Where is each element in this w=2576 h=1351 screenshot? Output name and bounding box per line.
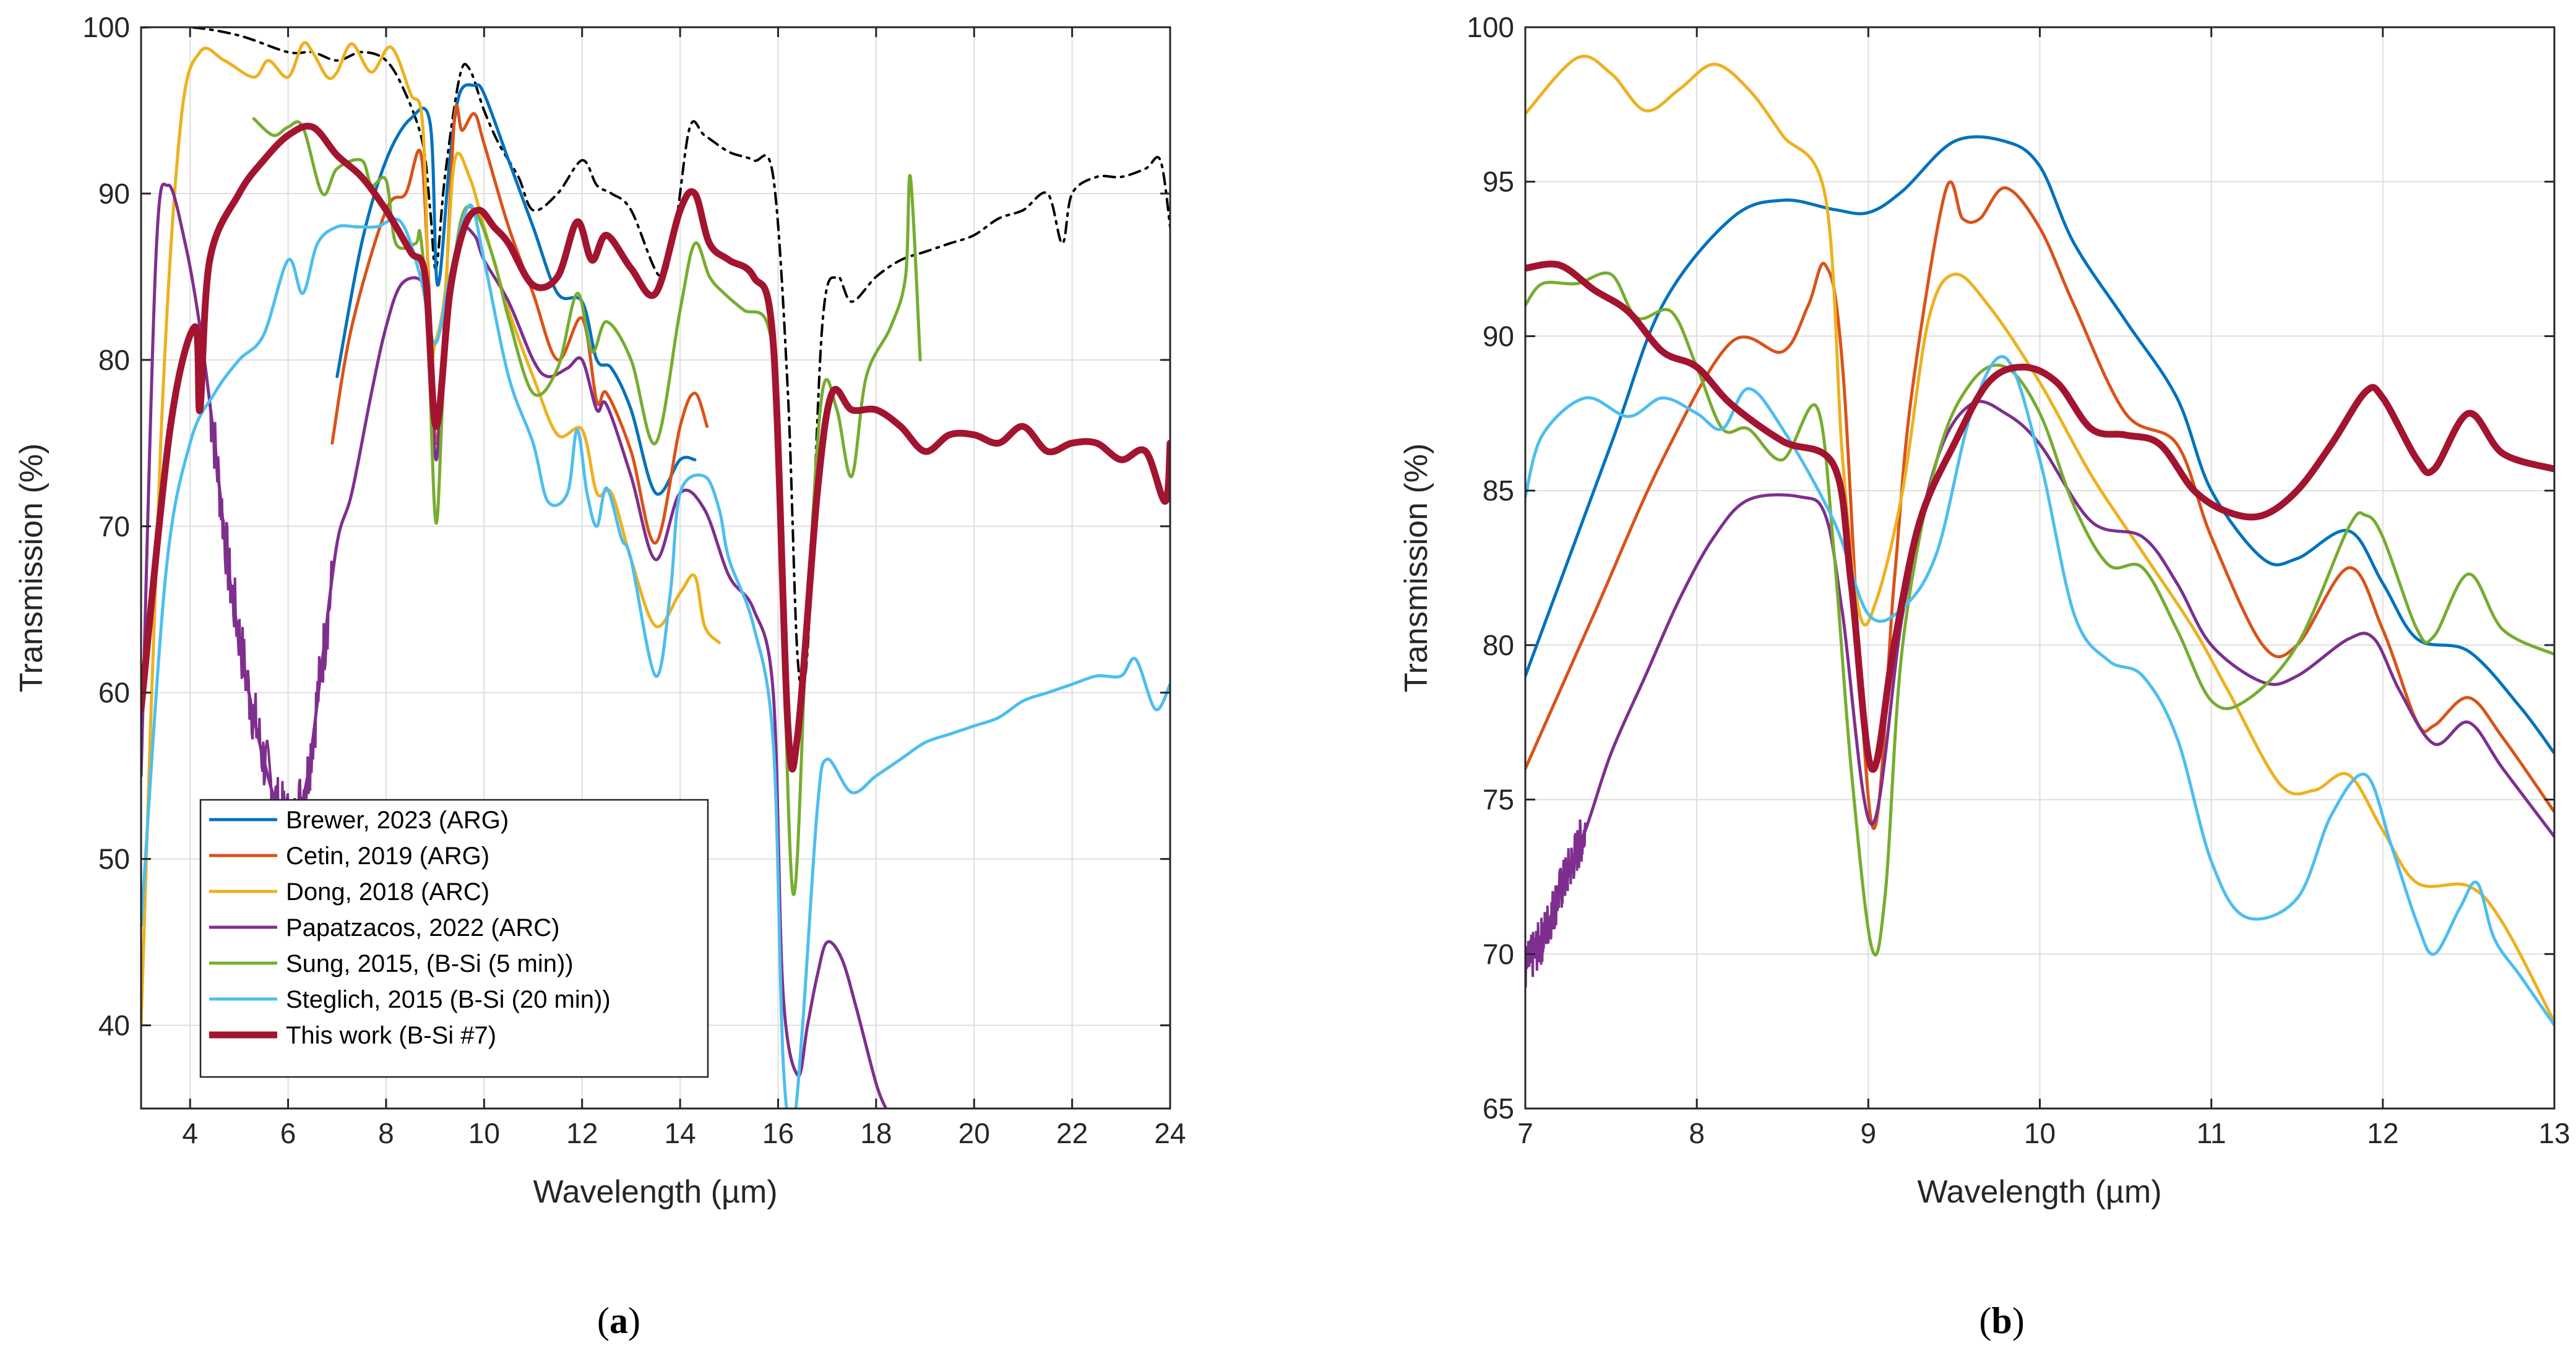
series-line-this-work-b-si-7 bbox=[141, 122, 1170, 773]
y-tick-label: 65 bbox=[1483, 1092, 1514, 1125]
x-tick-label: 4 bbox=[182, 1117, 198, 1149]
x-tick-label: 11 bbox=[2197, 1117, 2226, 1149]
ticks-b: 7 8 9 10 11 12 13 65 70 75 80 85 90 95 100 bbox=[1467, 11, 2570, 1149]
y-tick-label: 100 bbox=[1467, 11, 1514, 43]
x-axis-label-a: Wavelength (µm) bbox=[533, 1174, 777, 1210]
y-tick-label: 90 bbox=[98, 178, 130, 210]
y-tick-label: 85 bbox=[1483, 474, 1514, 507]
series-noise bbox=[209, 404, 334, 854]
legend-entry: Brewer, 2023 (ARG) bbox=[286, 807, 509, 834]
x-tick-label: 10 bbox=[468, 1117, 500, 1149]
series-line-steglich-2015-b-si-20-min bbox=[1525, 355, 2554, 1027]
panel-letter-b: b bbox=[1991, 1300, 2012, 1341]
y-axis-label-b: Transmission (%) bbox=[1398, 444, 1434, 693]
legend-entry: Papatzacos, 2022 (ARC) bbox=[286, 914, 559, 941]
panel-label-a: (a) bbox=[597, 1300, 640, 1341]
legend-box bbox=[199, 799, 709, 1078]
series-line-sung-2015-b-si-5-min bbox=[252, 117, 922, 896]
x-tick-label: 24 bbox=[1154, 1117, 1186, 1149]
x-tick-label: 14 bbox=[665, 1117, 696, 1149]
x-tick-label: 9 bbox=[1861, 1117, 1877, 1149]
ticks-a: 4 6 8 10 12 14 16 18 20 22 24 40 50 60 70 80 90 100 bbox=[82, 11, 1186, 1149]
series-line-cetin-2019-arg bbox=[1525, 180, 2554, 830]
series-line-steglich-2015-b-si-20-min bbox=[141, 204, 1170, 1109]
x-tick-label: 18 bbox=[860, 1117, 892, 1149]
y-tick-label: 70 bbox=[1483, 938, 1514, 970]
x-tick-label: 8 bbox=[1689, 1117, 1705, 1149]
axes-box-a bbox=[140, 26, 1171, 1110]
series-noise bbox=[1525, 819, 1587, 988]
y-tick-label: 50 bbox=[98, 843, 130, 875]
y-tick-label: 90 bbox=[1483, 320, 1514, 352]
series-group-b bbox=[1525, 54, 2554, 1027]
y-tick-label: 95 bbox=[1483, 166, 1514, 198]
x-axis-label-b: Wavelength (µm) bbox=[1917, 1174, 2161, 1210]
legend-entry: Cetin, 2019 (ARG) bbox=[286, 843, 489, 870]
x-tick-label: 12 bbox=[566, 1117, 598, 1149]
series-line-cetin-2019-arg bbox=[330, 103, 709, 545]
x-tick-label: 7 bbox=[1517, 1117, 1533, 1149]
legend-entry: This work (B-Si #7) bbox=[286, 1022, 496, 1049]
y-tick-label: 60 bbox=[98, 677, 130, 709]
series-line-dong-2018-arc bbox=[141, 41, 721, 1027]
x-tick-label: 22 bbox=[1056, 1117, 1088, 1149]
legend-entry: Sung, 2015, (B-Si (5 min)) bbox=[286, 950, 574, 977]
series-line-sung-2015-b-si-5-min bbox=[1525, 271, 2554, 957]
panel-label-b: (b) bbox=[1979, 1300, 2024, 1341]
y-axis-label-a: Transmission (%) bbox=[14, 444, 50, 693]
series-line-this-work-b-si-7 bbox=[1525, 260, 2554, 773]
y-tick-label: 40 bbox=[98, 1010, 130, 1042]
legend-entry: Steglich, 2015 (B-Si (20 min)) bbox=[286, 986, 611, 1013]
y-tick-label: 70 bbox=[98, 510, 130, 543]
series-line-dong-2018-arc bbox=[1525, 54, 2554, 1024]
legend-entry: Dong, 2018 (ARC) bbox=[286, 878, 489, 906]
x-tick-label: 20 bbox=[958, 1117, 990, 1149]
chart-panel-a: 4 6 8 10 12 14 16 18 20 22 24 40 50 60 70 80 90 100 Wavel… bbox=[14, 11, 1186, 1341]
x-tick-label: 10 bbox=[2024, 1117, 2056, 1149]
y-tick-label: 100 bbox=[82, 11, 130, 43]
x-tick-label: 8 bbox=[378, 1117, 394, 1149]
y-tick-label: 75 bbox=[1483, 784, 1514, 816]
y-tick-label: 80 bbox=[1483, 629, 1514, 661]
x-tick-label: 6 bbox=[280, 1117, 296, 1149]
chart-panel-b: 7 8 9 10 11 12 13 65 70 75 80 85 90 95 100 Wavelength … bbox=[1398, 11, 2570, 1341]
x-tick-label: 12 bbox=[2367, 1117, 2398, 1149]
x-tick-label: 16 bbox=[762, 1117, 794, 1149]
series-line-brewer-2023-arg bbox=[1525, 135, 2554, 755]
x-tick-label: 13 bbox=[2538, 1117, 2570, 1149]
panel-letter-a: a bbox=[610, 1300, 628, 1341]
series-line-brewer-2023-arg bbox=[335, 83, 697, 496]
series-group-a bbox=[141, 27, 1170, 1109]
legend: Brewer, 2023 (ARG) Cetin, 2019 (ARG) Dong,… bbox=[199, 799, 709, 1078]
y-tick-label: 80 bbox=[98, 344, 130, 376]
